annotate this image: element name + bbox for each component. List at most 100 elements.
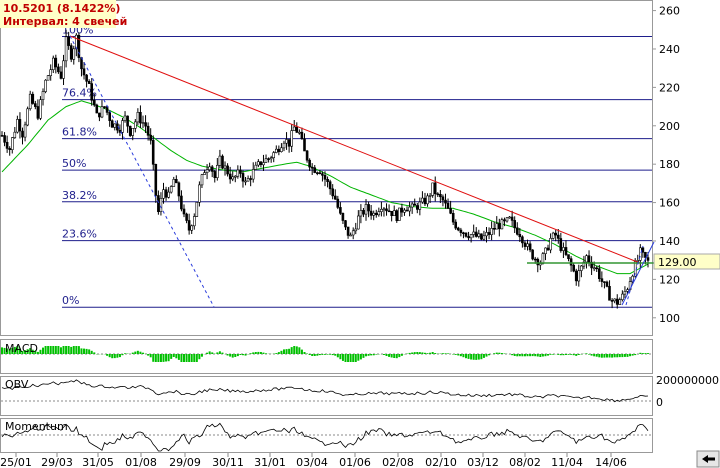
candle-body bbox=[480, 233, 483, 240]
candle-body bbox=[582, 261, 586, 267]
candle-body bbox=[531, 249, 534, 260]
candle-body bbox=[500, 219, 504, 230]
candle-body bbox=[554, 232, 558, 236]
candle-body bbox=[162, 189, 165, 199]
candle-body bbox=[615, 298, 619, 305]
candle-body bbox=[623, 291, 627, 295]
candle-body bbox=[290, 130, 294, 147]
candle-body bbox=[218, 155, 222, 166]
candle-body bbox=[364, 204, 368, 215]
candle-body bbox=[93, 100, 96, 106]
candle-body bbox=[21, 130, 24, 138]
candle-body bbox=[597, 268, 601, 280]
candle-body bbox=[577, 270, 581, 282]
date-tick-label: 31/05 bbox=[82, 456, 114, 468]
candle-body bbox=[405, 209, 409, 212]
candle-body bbox=[269, 157, 273, 160]
candle-body bbox=[46, 75, 50, 81]
scroll-left-button[interactable] bbox=[696, 450, 720, 468]
candle-body bbox=[464, 232, 468, 237]
candle-body bbox=[77, 34, 81, 58]
trendlines bbox=[69, 35, 655, 308]
candle-body bbox=[318, 172, 322, 174]
candle-body bbox=[613, 298, 617, 302]
candle-body bbox=[636, 260, 640, 262]
candle-body bbox=[259, 161, 263, 165]
candle-body bbox=[487, 232, 491, 235]
price-tick-label: 120 bbox=[659, 273, 680, 286]
current-price-label: 129.00 bbox=[653, 253, 720, 270]
candle-body bbox=[159, 198, 163, 213]
price-tick-label: 100 bbox=[659, 312, 680, 325]
momentum-panel bbox=[0, 418, 653, 453]
candle-body bbox=[121, 120, 124, 133]
candle-body bbox=[182, 208, 186, 215]
candle-body bbox=[626, 289, 629, 292]
obv-panel bbox=[0, 376, 653, 416]
candle-body bbox=[459, 229, 463, 233]
candle-body bbox=[533, 258, 537, 261]
candle-body bbox=[198, 184, 201, 203]
candle-body bbox=[123, 115, 127, 121]
candle-body bbox=[285, 139, 288, 144]
obv-line bbox=[1, 379, 652, 403]
candle-body bbox=[559, 238, 563, 251]
candle-body bbox=[433, 182, 437, 195]
date-axis: 25/01 29/03 31/05 01/08 29/09 30/11 31/01 03/04… bbox=[0, 453, 627, 468]
candle-body bbox=[603, 281, 606, 283]
candle-body bbox=[310, 166, 314, 169]
candle-body bbox=[13, 131, 17, 138]
fib-label: 50% bbox=[62, 157, 86, 170]
candle-body bbox=[264, 158, 268, 163]
candle-body bbox=[23, 124, 27, 138]
candle-body bbox=[323, 175, 327, 180]
fib-label: 0% bbox=[62, 294, 79, 307]
candle-body bbox=[180, 195, 183, 210]
candle-body bbox=[251, 169, 255, 180]
candle-body bbox=[462, 232, 465, 234]
fib-label: 61.8% bbox=[62, 126, 97, 139]
candle-body bbox=[641, 247, 645, 253]
candle-body bbox=[485, 232, 488, 237]
candle-body bbox=[175, 179, 178, 184]
candle-body bbox=[592, 267, 596, 270]
candle-body bbox=[410, 203, 414, 208]
candle-body bbox=[295, 126, 299, 133]
candle-body bbox=[526, 243, 529, 247]
date-tick-label: 01/06 bbox=[339, 456, 371, 468]
candle-body bbox=[451, 213, 455, 223]
candle-body bbox=[569, 258, 573, 266]
candle-body bbox=[0, 135, 4, 137]
candle-body bbox=[167, 191, 170, 198]
candle-body bbox=[326, 179, 329, 183]
candle-body bbox=[31, 93, 35, 104]
candle-body bbox=[382, 208, 386, 211]
candle-body bbox=[67, 36, 70, 46]
candle-body bbox=[408, 206, 411, 212]
candle-body bbox=[139, 112, 142, 124]
candle-body bbox=[336, 198, 340, 208]
candle-body bbox=[274, 148, 278, 153]
candle-body bbox=[367, 204, 370, 212]
panel-frames bbox=[0, 0, 653, 453]
candle-body bbox=[98, 112, 101, 118]
candle-body bbox=[523, 242, 527, 247]
candle-body bbox=[518, 234, 522, 238]
candle-body bbox=[305, 150, 309, 161]
candle-body bbox=[610, 300, 614, 302]
candle-body bbox=[469, 234, 473, 239]
candle-body bbox=[146, 125, 150, 136]
date-tick-label: 31/01 bbox=[254, 456, 286, 468]
obv-line bbox=[1, 379, 649, 403]
price-axis: 100 120 140 160 180 200 220 240 260 bbox=[652, 5, 680, 325]
candle-body bbox=[505, 217, 509, 222]
candle-body bbox=[62, 60, 65, 79]
candle-body bbox=[377, 211, 381, 216]
candle-body bbox=[456, 227, 460, 231]
candle-body bbox=[234, 175, 237, 178]
candle-body bbox=[472, 231, 476, 235]
candle-body bbox=[351, 230, 355, 236]
candle-body bbox=[203, 172, 206, 176]
resistance-trendline bbox=[69, 35, 641, 264]
price-tick-label: 140 bbox=[659, 235, 680, 248]
